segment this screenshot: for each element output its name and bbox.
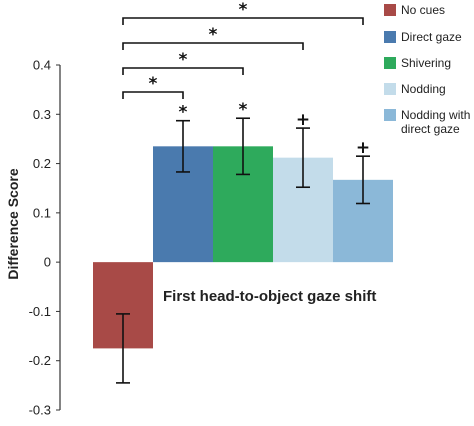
y-axis-title: Difference Score bbox=[5, 168, 21, 279]
significance-mark: * bbox=[179, 103, 188, 123]
significance-mark: + bbox=[296, 110, 310, 130]
legend-label: Shivering bbox=[401, 56, 451, 70]
legend-swatch bbox=[384, 31, 396, 43]
comparison-bracket bbox=[122, 91, 184, 99]
y-tick-label: 0.4 bbox=[33, 58, 51, 73]
legend-swatch bbox=[384, 4, 396, 16]
legend-swatch bbox=[384, 109, 396, 121]
significance-mark: * bbox=[239, 100, 248, 120]
significance-brackets: * * * * bbox=[122, 0, 364, 99]
comparison-bracket bbox=[122, 67, 244, 75]
comparison-mark: * bbox=[209, 25, 218, 45]
significance-mark: + bbox=[356, 138, 370, 158]
comparison-mark: * bbox=[239, 0, 248, 20]
y-tick-label: 0.3 bbox=[33, 107, 51, 122]
legend-label: direct gaze bbox=[401, 122, 460, 136]
legend-label: No cues bbox=[401, 3, 445, 17]
legend-swatch bbox=[384, 83, 396, 95]
y-tick-label: -0.1 bbox=[29, 304, 51, 319]
legend-label: Direct gaze bbox=[401, 30, 462, 44]
y-axis: 0.4 0.3 0.2 0.1 0 -0.1 -0.2 -0.3 bbox=[29, 58, 61, 418]
comparison-mark: * bbox=[179, 50, 188, 70]
y-tick-label: -0.2 bbox=[29, 353, 51, 368]
comparison-bracket bbox=[122, 42, 304, 50]
comparison-mark: * bbox=[149, 74, 158, 94]
error-bars: * * + + bbox=[116, 100, 370, 384]
legend-swatch bbox=[384, 57, 396, 69]
y-tick-label: 0.1 bbox=[33, 205, 51, 220]
legend: No cues Direct gaze Shivering Nodding Noddin… bbox=[384, 3, 470, 136]
bars bbox=[93, 146, 393, 349]
y-tick-label: -0.3 bbox=[29, 403, 51, 418]
y-tick-label: 0.2 bbox=[33, 156, 51, 171]
y-tick-label: 0 bbox=[44, 255, 51, 270]
comparison-bracket bbox=[122, 17, 364, 25]
legend-label: Nodding bbox=[401, 82, 446, 96]
chart-annotation: First head-to-object gaze shift bbox=[163, 288, 376, 305]
legend-label: Nodding with bbox=[401, 108, 470, 122]
